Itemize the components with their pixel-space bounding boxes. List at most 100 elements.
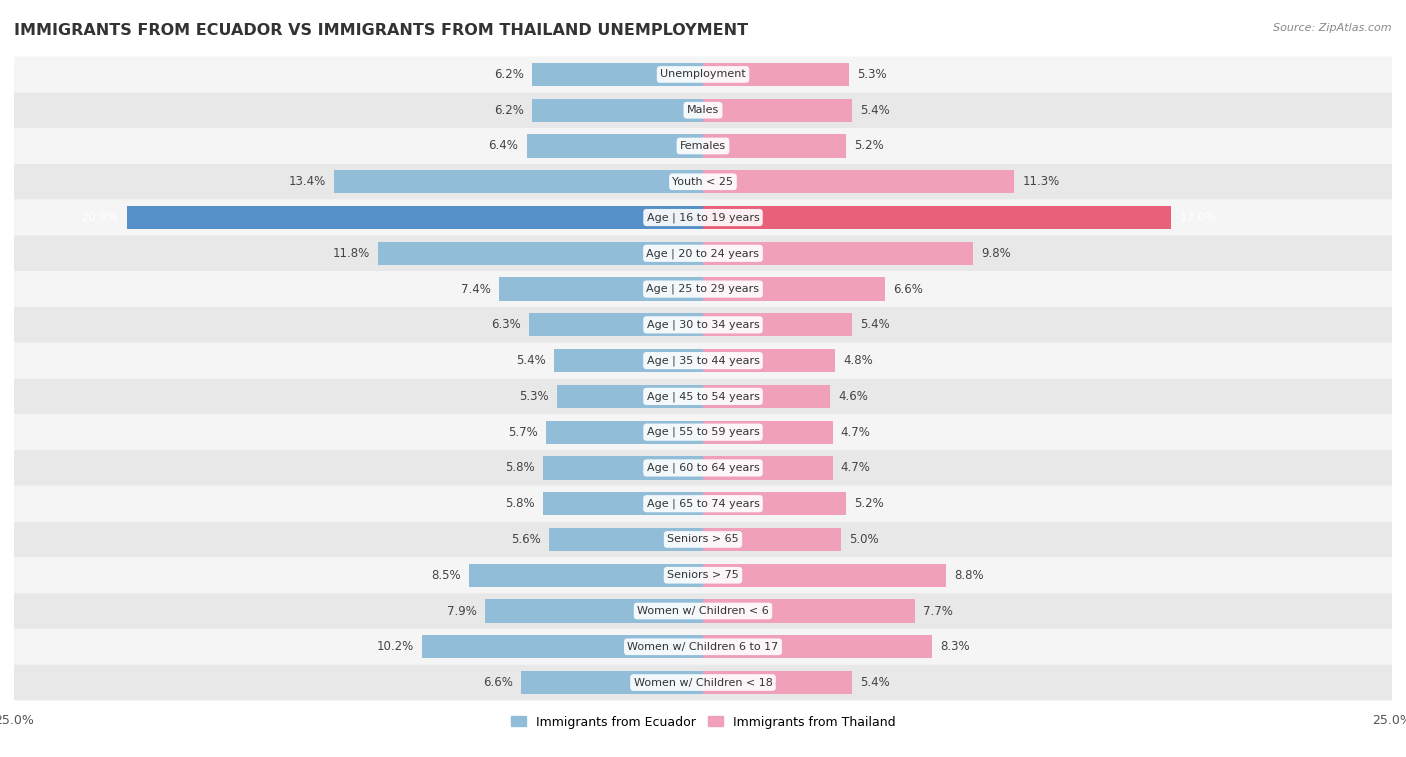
Text: 5.7%: 5.7% — [508, 425, 537, 438]
Text: 6.4%: 6.4% — [488, 139, 519, 152]
Text: 8.5%: 8.5% — [430, 569, 461, 581]
Text: Age | 35 to 44 years: Age | 35 to 44 years — [647, 355, 759, 366]
Text: 9.8%: 9.8% — [981, 247, 1011, 260]
Text: 4.7%: 4.7% — [841, 425, 870, 438]
FancyBboxPatch shape — [14, 450, 1392, 486]
Bar — [703, 564, 945, 587]
Bar — [703, 170, 1014, 193]
Text: 11.8%: 11.8% — [332, 247, 370, 260]
FancyBboxPatch shape — [14, 343, 1392, 378]
Bar — [527, 135, 703, 157]
Bar — [557, 385, 703, 408]
Bar — [703, 206, 1171, 229]
FancyBboxPatch shape — [14, 486, 1392, 522]
Bar — [703, 492, 846, 516]
Text: 5.2%: 5.2% — [855, 497, 884, 510]
Text: Women w/ Children < 18: Women w/ Children < 18 — [634, 678, 772, 687]
Text: 7.7%: 7.7% — [924, 605, 953, 618]
FancyBboxPatch shape — [14, 629, 1392, 665]
FancyBboxPatch shape — [14, 378, 1392, 414]
Bar — [485, 600, 703, 622]
Bar — [703, 98, 852, 122]
Text: Age | 55 to 59 years: Age | 55 to 59 years — [647, 427, 759, 438]
Text: 7.9%: 7.9% — [447, 605, 477, 618]
Text: Seniors > 75: Seniors > 75 — [666, 570, 740, 580]
Bar — [703, 528, 841, 551]
Bar — [554, 349, 703, 372]
Bar — [703, 63, 849, 86]
FancyBboxPatch shape — [14, 164, 1392, 200]
Bar — [703, 241, 973, 265]
Bar — [703, 456, 832, 479]
Text: 6.2%: 6.2% — [494, 68, 524, 81]
Text: 5.8%: 5.8% — [505, 497, 534, 510]
Text: 11.3%: 11.3% — [1022, 176, 1060, 188]
Text: 4.8%: 4.8% — [844, 354, 873, 367]
Text: 5.3%: 5.3% — [858, 68, 887, 81]
Legend: Immigrants from Ecuador, Immigrants from Thailand: Immigrants from Ecuador, Immigrants from… — [506, 711, 900, 734]
Bar — [703, 671, 852, 694]
Bar — [703, 135, 846, 157]
Text: Age | 30 to 34 years: Age | 30 to 34 years — [647, 319, 759, 330]
Text: IMMIGRANTS FROM ECUADOR VS IMMIGRANTS FROM THAILAND UNEMPLOYMENT: IMMIGRANTS FROM ECUADOR VS IMMIGRANTS FR… — [14, 23, 748, 38]
Bar — [531, 63, 703, 86]
Bar — [703, 349, 835, 372]
Text: 4.7%: 4.7% — [841, 462, 870, 475]
Text: 20.9%: 20.9% — [82, 211, 118, 224]
Text: 4.6%: 4.6% — [838, 390, 868, 403]
Text: 6.2%: 6.2% — [494, 104, 524, 117]
Bar — [333, 170, 703, 193]
Text: Women w/ Children < 6: Women w/ Children < 6 — [637, 606, 769, 616]
Bar — [522, 671, 703, 694]
Bar — [499, 278, 703, 301]
Bar — [703, 278, 884, 301]
FancyBboxPatch shape — [14, 200, 1392, 235]
Bar — [422, 635, 703, 659]
Text: Age | 16 to 19 years: Age | 16 to 19 years — [647, 212, 759, 223]
Bar — [468, 564, 703, 587]
Text: Unemployment: Unemployment — [661, 70, 745, 79]
Text: Age | 65 to 74 years: Age | 65 to 74 years — [647, 498, 759, 509]
Bar — [543, 492, 703, 516]
Text: 5.0%: 5.0% — [849, 533, 879, 546]
Text: 17.0%: 17.0% — [1180, 211, 1218, 224]
FancyBboxPatch shape — [14, 557, 1392, 593]
Text: Seniors > 65: Seniors > 65 — [668, 534, 738, 544]
FancyBboxPatch shape — [14, 235, 1392, 271]
Text: 5.4%: 5.4% — [860, 104, 890, 117]
Text: 5.3%: 5.3% — [519, 390, 548, 403]
Bar — [543, 456, 703, 479]
Text: 5.4%: 5.4% — [860, 676, 890, 689]
Bar — [703, 421, 832, 444]
Text: 5.2%: 5.2% — [855, 139, 884, 152]
Text: 13.4%: 13.4% — [288, 176, 325, 188]
Text: 10.2%: 10.2% — [377, 640, 413, 653]
Text: 5.4%: 5.4% — [860, 319, 890, 332]
Text: Age | 45 to 54 years: Age | 45 to 54 years — [647, 391, 759, 402]
FancyBboxPatch shape — [14, 414, 1392, 450]
Bar — [703, 385, 830, 408]
Text: 6.6%: 6.6% — [484, 676, 513, 689]
Bar — [127, 206, 703, 229]
Text: 7.4%: 7.4% — [461, 282, 491, 295]
Text: 6.6%: 6.6% — [893, 282, 922, 295]
FancyBboxPatch shape — [14, 522, 1392, 557]
Text: Women w/ Children 6 to 17: Women w/ Children 6 to 17 — [627, 642, 779, 652]
FancyBboxPatch shape — [14, 57, 1392, 92]
Text: 8.3%: 8.3% — [941, 640, 970, 653]
Text: 8.8%: 8.8% — [953, 569, 983, 581]
Text: 5.4%: 5.4% — [516, 354, 546, 367]
Text: Males: Males — [688, 105, 718, 115]
Bar — [530, 313, 703, 336]
FancyBboxPatch shape — [14, 128, 1392, 164]
Bar — [703, 313, 852, 336]
Text: Age | 25 to 29 years: Age | 25 to 29 years — [647, 284, 759, 294]
Text: Youth < 25: Youth < 25 — [672, 177, 734, 187]
Bar — [703, 600, 915, 622]
Text: Age | 60 to 64 years: Age | 60 to 64 years — [647, 463, 759, 473]
FancyBboxPatch shape — [14, 307, 1392, 343]
FancyBboxPatch shape — [14, 593, 1392, 629]
Bar — [378, 241, 703, 265]
Bar — [548, 528, 703, 551]
Text: 5.8%: 5.8% — [505, 462, 534, 475]
